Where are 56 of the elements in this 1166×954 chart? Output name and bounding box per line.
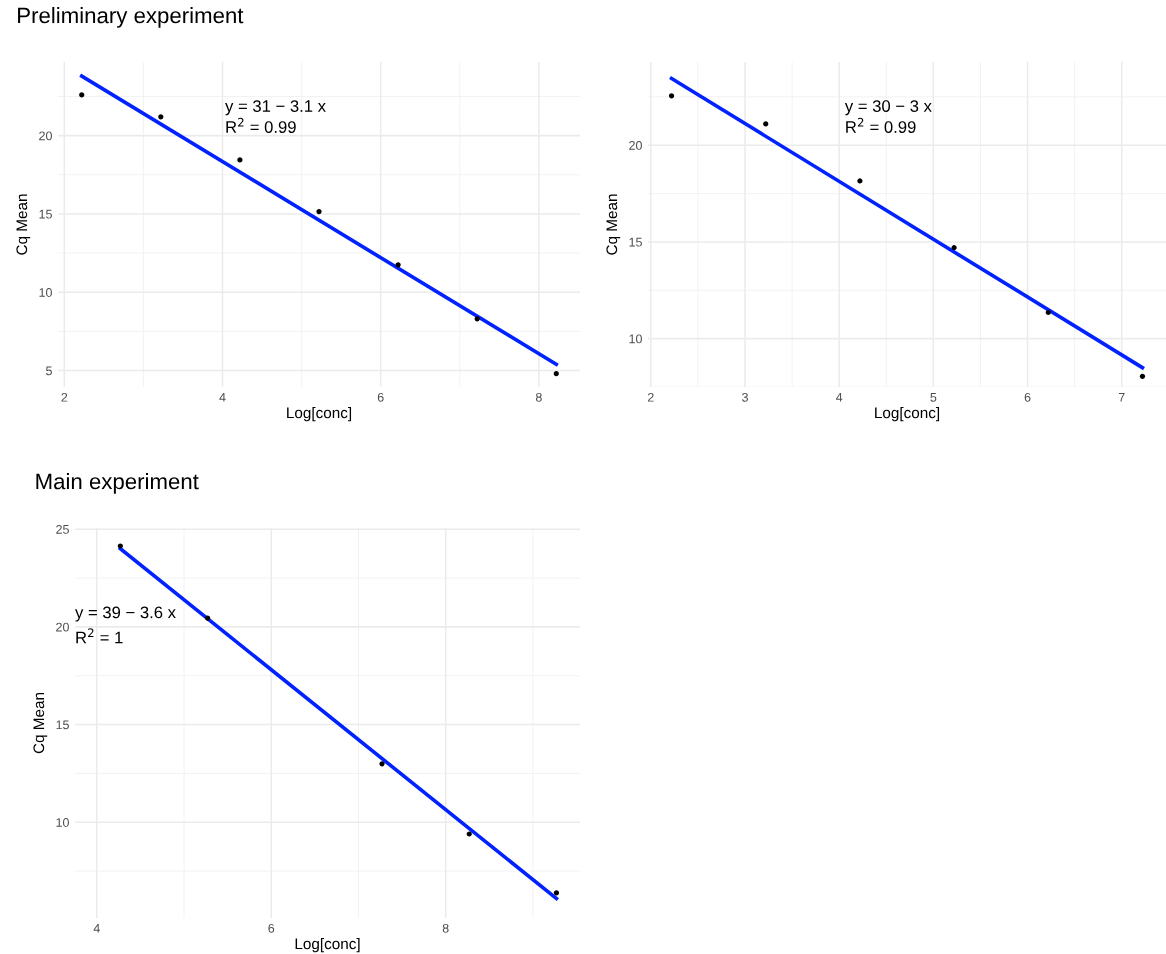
x-tick-label: 8 [535, 392, 542, 402]
point [857, 178, 863, 184]
point [237, 157, 243, 163]
x-axis-title: Log[conc] [287, 406, 352, 422]
x-tick-label: 6 [1024, 392, 1031, 402]
y-tick-label: 10 [56, 818, 69, 827]
y-tick-label: 10 [39, 288, 52, 297]
y-tick-label: 20 [629, 140, 642, 150]
x-tick-label: 5 [930, 393, 937, 402]
y-tick-label: 15 [39, 209, 52, 219]
chart-title: Preliminary experiment [18, 7, 244, 28]
x-tick-label: 4 [219, 393, 226, 402]
point [466, 831, 472, 837]
annotation: R$^{2}$ = 0.99 [226, 117, 296, 133]
point [474, 316, 480, 322]
x-tick-label: 6 [268, 923, 275, 933]
x-tick-label: 8 [442, 923, 449, 933]
point [763, 121, 769, 127]
y-tick-label: 5 [45, 366, 52, 376]
annotation: y = 31 − 3.1 x [225, 100, 326, 116]
x-tick-label: 4 [93, 924, 100, 933]
annotation: R$^{2}$ = 0.99 [846, 117, 916, 133]
point [379, 761, 385, 767]
y-axis-title: Cq Mean [606, 194, 621, 255]
point [553, 890, 560, 896]
point [395, 262, 401, 268]
point [316, 208, 322, 215]
x-tick-label: 2 [647, 392, 654, 402]
y-axis-title: Cq Mean [33, 692, 48, 754]
y-tick-label: 20 [39, 131, 52, 141]
point [158, 114, 164, 120]
point [117, 543, 123, 549]
point [668, 93, 675, 99]
x-tick-label: 7 [1118, 393, 1125, 402]
y-tick-label: 25 [56, 524, 69, 534]
point [951, 245, 957, 251]
y-axis-title: Cq Mean [16, 194, 31, 255]
x-axis-title: Log[conc] [875, 406, 940, 422]
chart-title: Main experiment [36, 473, 199, 494]
x-tick-label: 3 [742, 392, 748, 402]
point [79, 92, 85, 98]
point [1139, 373, 1146, 379]
point [553, 371, 559, 377]
point [1045, 309, 1051, 316]
x-tick-label: 6 [377, 392, 384, 402]
x-tick-label: 2 [61, 392, 68, 402]
point [204, 615, 211, 621]
annotation: R$^{2}$ = 1 [76, 628, 123, 644]
annotation: y = 39 − 3.6 x [75, 606, 176, 622]
x-axis-title: Log[conc] [295, 937, 360, 953]
x-tick-label: 4 [836, 393, 843, 402]
y-tick-label: 15 [56, 720, 69, 730]
y-tick-label: 15 [629, 237, 642, 247]
annotation: y = 30 − 3 x [844, 100, 932, 116]
y-tick-label: 20 [56, 622, 69, 632]
y-tick-label: 10 [629, 334, 642, 344]
